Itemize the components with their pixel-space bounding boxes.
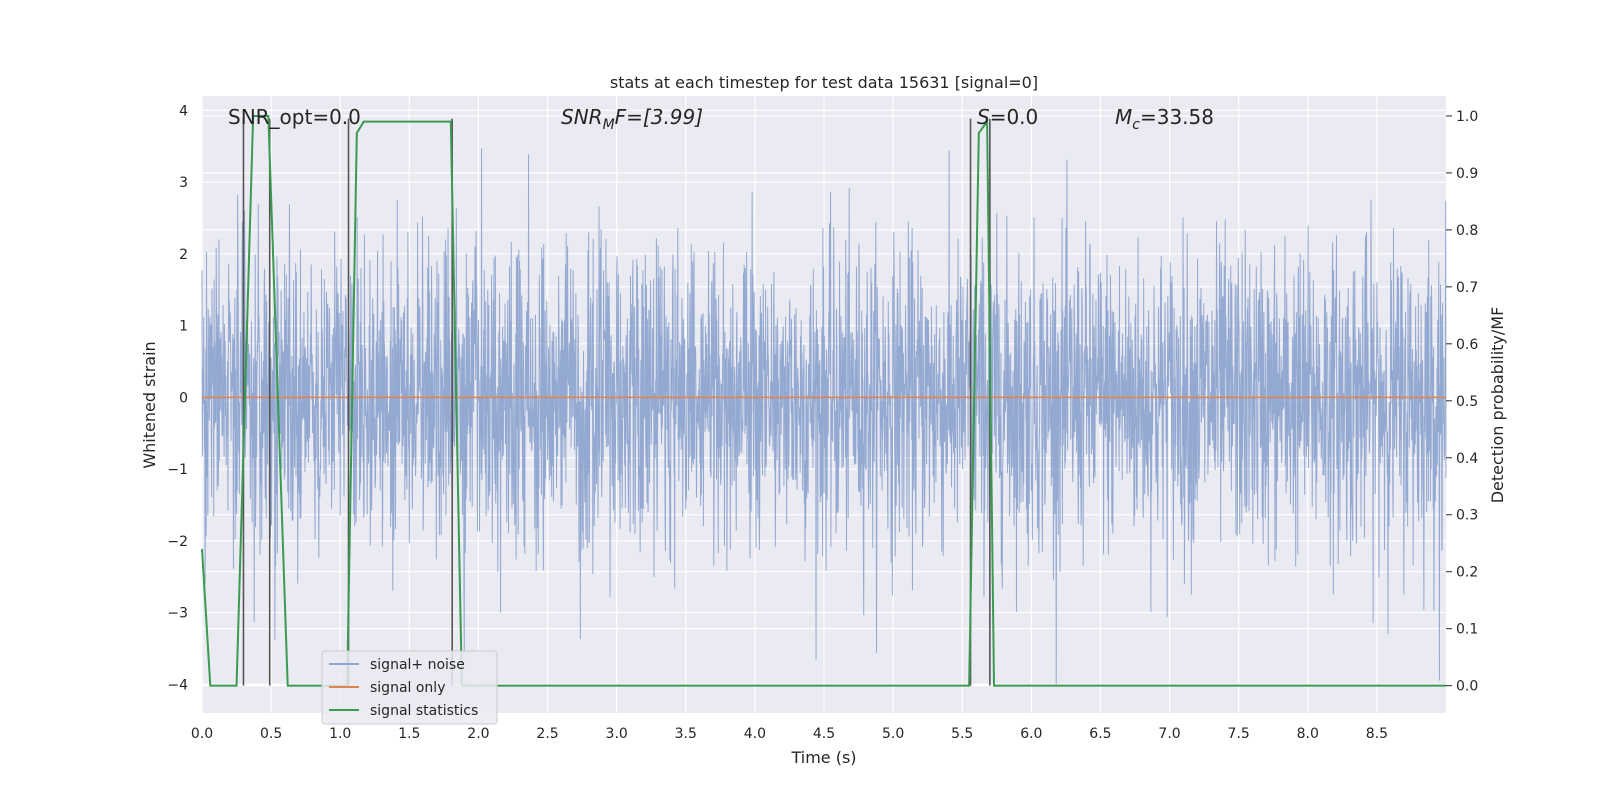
x-tick-label: 2.5 (536, 726, 558, 742)
y-right-tick-label: 0.6 (1456, 337, 1478, 353)
x-tick-label: 6.5 (1089, 726, 1111, 742)
y-left-tick-label: 4 (179, 103, 188, 119)
x-tick-label: 5.5 (951, 726, 973, 742)
x-tick-label: 0.0 (191, 726, 213, 742)
annotation-snr-opt: SNR_opt=0.0 (228, 105, 361, 129)
x-tick-label: 5.0 (882, 726, 904, 742)
y-left-tick-label: −1 (167, 462, 188, 478)
y-left-tick-label: −3 (167, 606, 188, 622)
y-left-tick-label: 3 (179, 175, 188, 191)
y-right-tick-label: 0.1 (1456, 622, 1478, 638)
y-right-tick-label: 0.5 (1456, 394, 1478, 410)
x-tick-label: 3.0 (606, 726, 628, 742)
x-tick-label: 0.5 (260, 726, 282, 742)
y-right-tick-label: 0.4 (1456, 451, 1478, 467)
annotation-s: S=0.0 (977, 105, 1038, 129)
y-left-tick-labels: 4 3 2 1 0 −1 −2 −3 −4 (167, 103, 188, 693)
y-right-tick-labels: 1.0 0.9 0.8 0.7 0.6 0.5 0.4 0.3 0.2 0.1 0.0 (1446, 109, 1478, 695)
y-right-tick-label: 0.9 (1456, 166, 1478, 182)
x-tick-label: 1.5 (398, 726, 420, 742)
legend-label-noise: signal+ noise (370, 657, 465, 673)
signal-statistics-line (201, 114, 1446, 687)
y-right-axis-label: Detection probability/MF (1488, 307, 1507, 504)
y-left-tick-label: 1 (179, 319, 188, 335)
x-axis-label: Time (s) (790, 748, 856, 767)
x-tick-label: 4.0 (744, 726, 766, 742)
y-left-tick-label: 2 (179, 247, 188, 263)
annotation-mc: Mc=33.58 (1115, 105, 1214, 133)
annotation-snr-mf: SNRMF=[3.99] (561, 105, 703, 133)
noise-series (201, 148, 1447, 685)
y-right-tick-label: 0.3 (1456, 508, 1478, 524)
x-tick-labels: 0.0 0.5 1.0 1.5 2.0 2.5 3.0 3.5 4.0 4.5 5.0 5.5 6.0 6… (191, 726, 1388, 742)
x-tick-label: 7.0 (1158, 726, 1180, 742)
legend-label-signal-only: signal only (370, 680, 445, 696)
y-right-tick-label: 0.0 (1456, 679, 1478, 695)
x-tick-label: 7.5 (1228, 726, 1250, 742)
legend-label-statistics: signal statistics (370, 703, 478, 719)
x-tick-label: 8.5 (1366, 726, 1388, 742)
x-tick-label: 6.0 (1020, 726, 1042, 742)
y-right-tick-label: 0.8 (1456, 223, 1478, 239)
x-tick-label: 3.5 (675, 726, 697, 742)
x-tick-label: 4.5 (813, 726, 835, 742)
y-right-tick-label: 1.0 (1456, 109, 1478, 125)
y-left-tick-label: −2 (167, 534, 188, 550)
signal-statistics-series (201, 114, 1446, 687)
legend-box (321, 650, 498, 725)
noise-line (201, 148, 1447, 685)
y-left-tick-label: −4 (167, 677, 188, 693)
chart-title: stats at each timestep for test data 156… (610, 73, 1038, 92)
y-right-tick-label: 0.2 (1456, 565, 1478, 581)
y-left-axis-label: Whitened strain (140, 341, 159, 468)
x-tick-label: 1.0 (329, 726, 351, 742)
legend: signal+ noise signal only signal statist… (321, 650, 498, 725)
y-left-tick-label: 0 (179, 390, 188, 406)
x-tick-label: 2.0 (467, 726, 489, 742)
y-right-tick-label: 0.7 (1456, 280, 1478, 296)
x-tick-label: 8.0 (1297, 726, 1319, 742)
